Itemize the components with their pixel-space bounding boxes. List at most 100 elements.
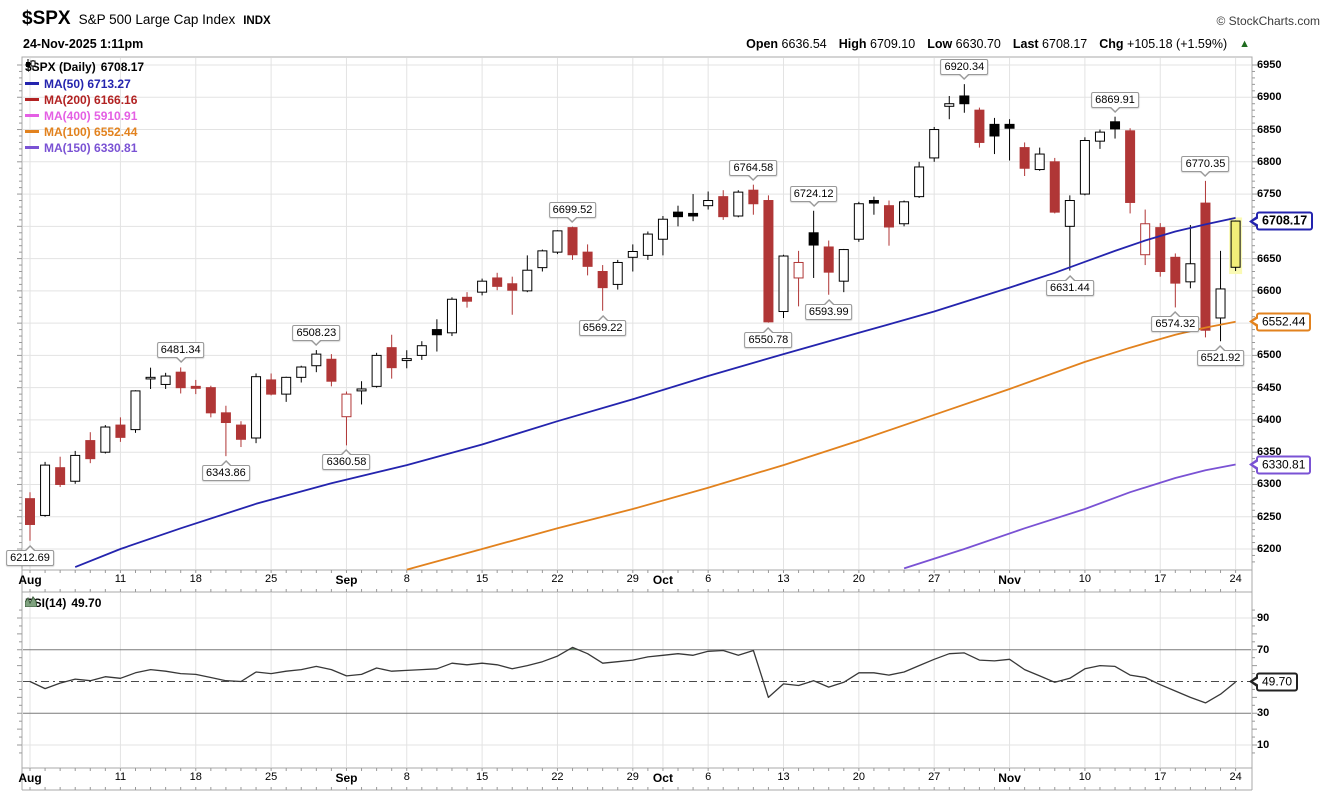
candle	[1230, 220, 1241, 272]
x-axis-label: 20	[852, 573, 865, 585]
gridlines	[23, 58, 1251, 767]
ma-line-150	[903, 463, 1236, 570]
candle	[416, 341, 427, 360]
candle	[597, 265, 608, 311]
x-axis-label: 10	[1078, 771, 1092, 783]
y-axis-label: 6750	[1257, 188, 1282, 201]
y-axis-label: 6500	[1257, 349, 1282, 362]
candle	[929, 126, 940, 162]
panel-frames	[21, 56, 1253, 791]
x-axis-label: 25	[264, 771, 278, 783]
x-axis-label: 29	[626, 573, 639, 585]
price-annotation: 6764.58	[729, 159, 778, 181]
candle	[883, 200, 894, 246]
candle	[341, 391, 352, 446]
candle	[1170, 253, 1181, 308]
candle	[733, 190, 744, 218]
x-axis-label: 27	[928, 771, 941, 783]
x-axis-label: 24	[1229, 573, 1242, 585]
x-axis-label: 11	[114, 771, 127, 783]
candle	[914, 161, 925, 198]
candle	[462, 292, 473, 308]
ma150-color-swatch	[25, 146, 39, 149]
legend-rsi: RSI(14) 49.70	[25, 596, 101, 610]
price-annotation: 6593.99	[804, 298, 853, 320]
price-annotation: 6508.23	[292, 325, 341, 347]
legend-main-series: $SPX (Daily) 6708.17	[25, 59, 144, 74]
x-axis-label: 10	[1078, 573, 1092, 585]
price-annotation: 6569.22	[578, 314, 627, 336]
quote-change: Chg +105.18 (+1.59%)	[1099, 37, 1228, 51]
candle	[235, 421, 246, 448]
candle	[492, 272, 503, 291]
x-axis-label: Sep	[335, 771, 358, 785]
y-axis-label: 6800	[1257, 155, 1282, 168]
candle	[1155, 223, 1166, 277]
ma100-color-swatch	[25, 130, 39, 133]
ma150-price-callout: 6330.81	[1248, 455, 1312, 475]
x-axis-label: 13	[777, 573, 790, 585]
x-axis-label: Nov	[998, 771, 1021, 785]
x-axis-label: 6	[705, 771, 712, 783]
candle	[1064, 195, 1075, 271]
x-axis-label: 8	[403, 573, 410, 585]
candle	[718, 190, 729, 220]
candle	[85, 432, 96, 464]
rsi-value: 49.70	[71, 596, 102, 610]
price-annotation: 6360.58	[322, 449, 371, 471]
legend-ma50: MA(50) 6713.27	[25, 76, 131, 91]
rsi-axis-label: 90	[1257, 612, 1270, 624]
candle	[326, 354, 337, 387]
candle	[371, 352, 382, 388]
candle	[868, 196, 879, 215]
candle	[1125, 128, 1136, 214]
candle	[55, 456, 66, 488]
candle	[808, 210, 819, 278]
candle	[537, 249, 548, 272]
candle	[25, 492, 35, 541]
price-annotation: 6574.32	[1151, 311, 1200, 333]
up-triangle-icon: ▲	[1239, 38, 1250, 50]
candle	[220, 405, 231, 457]
candle	[1094, 129, 1105, 149]
x-axis-label: 29	[626, 771, 639, 783]
price-annotation: 6699.52	[548, 201, 597, 223]
candle	[582, 244, 593, 276]
price-annotation: 6920.34	[940, 59, 989, 81]
candle	[1004, 119, 1015, 161]
candle	[703, 191, 714, 210]
last-price-callout: 6708.17	[1248, 211, 1314, 231]
price-annotation: 6212.69	[6, 544, 54, 566]
legend-ma200: MA(200) 6166.16	[25, 92, 137, 107]
candle	[311, 350, 322, 373]
candle	[944, 95, 955, 120]
title-bar: $SPX S&P 500 Large Cap Index INDX	[22, 8, 271, 30]
candle	[446, 297, 457, 337]
quote-low: Low 6630.70	[927, 37, 1001, 51]
index-name: S&P 500 Large Cap Index	[78, 12, 236, 27]
candle	[296, 365, 307, 383]
y-axis-label: 6300	[1257, 478, 1282, 491]
x-axis-label: 8	[403, 771, 410, 783]
x-axis-label: 13	[777, 771, 790, 783]
y-axis-label: 6600	[1257, 284, 1282, 297]
quote-last: Last 6708.17	[1012, 37, 1088, 51]
candle	[1049, 157, 1060, 214]
x-axis-label: 24	[1229, 771, 1242, 783]
candle	[356, 381, 367, 405]
copyright: © StockCharts.com	[1216, 14, 1320, 28]
x-axis-label: 20	[852, 771, 865, 783]
candle	[1019, 142, 1030, 176]
price-annotation: 6770.35	[1181, 155, 1230, 177]
ma400-color-swatch	[25, 114, 39, 117]
price-annotation: 6631.44	[1045, 274, 1094, 296]
ma100-price-callout: 6552.44	[1248, 312, 1312, 332]
quote-high: High 6709.10	[838, 37, 916, 51]
candle	[477, 278, 488, 296]
legend-ma400: MA(400) 5910.91	[25, 108, 137, 123]
candle	[401, 350, 412, 369]
candle	[793, 250, 804, 307]
candle	[115, 417, 126, 442]
x-axis-label: Oct	[652, 573, 673, 587]
